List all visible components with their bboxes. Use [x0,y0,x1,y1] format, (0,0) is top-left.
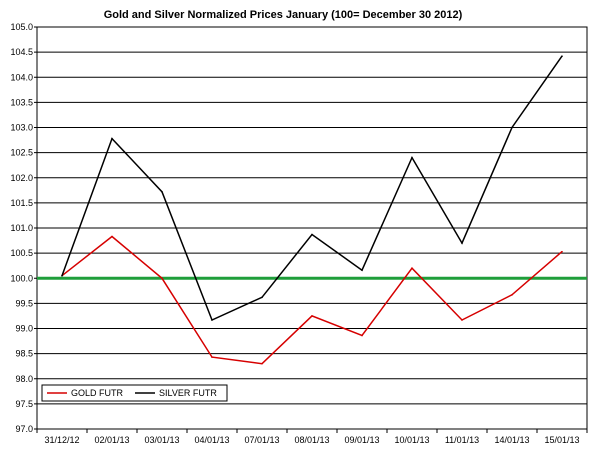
data-point [261,296,263,299]
series-layer [61,55,563,365]
y-axis: 97.0 97.5 98.0 98.5 99.0 99.5 100.0 100.5 101.0 1… [10,22,37,434]
data-point [111,137,113,140]
x-tick-label: 09/01/13 [344,435,379,445]
data-point [411,267,413,270]
x-tick-label: 14/01/13 [494,435,529,445]
y-tick-label: 98.0 [15,374,33,384]
y-tick-label: 99.0 [15,324,33,334]
data-point [511,126,513,129]
y-tick-label: 97.5 [15,399,33,409]
data-point [361,334,363,337]
data-point [561,250,563,253]
chart-title: Gold and Silver Normalized Prices Januar… [104,9,463,21]
x-tick-label: 08/01/13 [294,435,329,445]
x-tick-label: 31/12/12 [44,435,79,445]
data-point [211,319,213,321]
y-tick-label: 104.5 [10,47,33,57]
y-tick-label: 102.0 [10,173,33,183]
y-tick-label: 100.5 [10,248,33,258]
y-tick-label: 99.5 [15,298,33,308]
x-tick-label: 02/01/13 [94,435,129,445]
y-tick-label: 103.5 [10,97,33,107]
x-tick-label: 11/01/13 [445,435,479,445]
data-point [111,235,113,238]
data-point [161,277,163,280]
legend: GOLD FUTR SILVER FUTR [41,384,228,402]
data-point [311,233,313,236]
data-point [511,294,513,296]
y-tick-label: 105.0 [10,22,33,32]
data-point [311,315,313,317]
y-tick-label: 100.0 [10,273,33,283]
x-tick-label: 10/01/13 [394,435,429,445]
data-point [161,191,163,193]
legend-box [41,384,228,402]
data-point [211,356,213,358]
y-tick-label: 102.5 [10,148,33,158]
x-tick-label: 04/01/13 [194,435,229,445]
data-point [361,269,363,272]
data-point [461,319,463,321]
y-tick-label: 97.0 [15,424,33,434]
x-tick-label: 03/01/13 [144,435,179,445]
legend-label-2: SILVER FUTR [159,388,217,398]
data-point [61,274,63,277]
x-axis: 31/12/12 02/01/13 03/01/13 04/01/13 07/01/13… [36,429,588,445]
x-tick-label: 07/01/13 [244,435,279,445]
y-tick-label: 104.0 [10,72,33,82]
data-point [411,156,413,159]
y-tick-label: 98.5 [15,349,33,359]
y-tick-label: 101.5 [10,198,33,208]
data-point [561,55,563,57]
x-tick-label: 15/01/13 [544,435,579,445]
legend-label-1: GOLD FUTR [71,388,124,398]
y-tick-label: 101.0 [10,223,33,233]
data-point [261,362,263,365]
data-point [461,242,463,244]
y-tick-label: 103.0 [10,123,33,133]
